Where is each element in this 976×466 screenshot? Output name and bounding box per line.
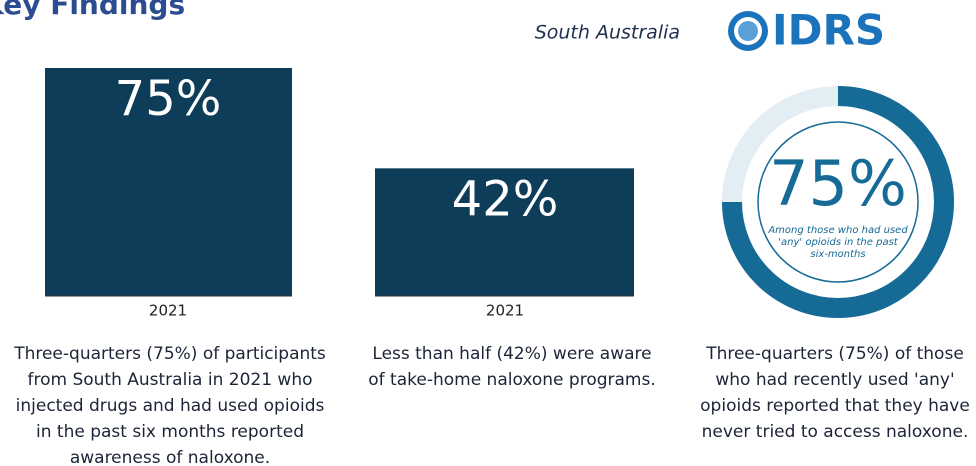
donut-label: 75% xyxy=(769,147,907,220)
caption: Less than half (42%) were aware xyxy=(372,344,651,364)
donut-inner-ring xyxy=(757,121,919,283)
bar xyxy=(375,168,634,296)
caption: awareness of naloxone. xyxy=(70,448,270,466)
year-label: 2021 xyxy=(149,302,187,320)
year-label: 2021 xyxy=(486,302,524,320)
caption: who had recently used 'any' xyxy=(715,370,954,390)
caption: never tried to access naloxone. xyxy=(702,422,969,442)
bar-label: 42% xyxy=(452,171,559,227)
caption: Three-quarters (75%) of participants xyxy=(13,344,326,364)
region: South Australia xyxy=(535,22,680,44)
bar-label: 75% xyxy=(115,71,222,127)
donut-arc xyxy=(722,86,954,318)
caption: in the past six months reported xyxy=(36,422,304,442)
caption: injected drugs and had used opioids xyxy=(16,396,325,416)
caption: Three-quarters (75%) of those xyxy=(705,344,964,364)
logo-icon xyxy=(728,11,768,51)
bar xyxy=(45,68,292,296)
donut-subtitle: 'any' opioids in the past xyxy=(778,237,899,248)
donut-subtitle: six-months xyxy=(810,249,865,260)
caption: from South Australia in 2021 who xyxy=(27,370,312,390)
donut-subtitle: Among those who had used xyxy=(767,225,908,236)
caption: opioids reported that they have xyxy=(700,396,970,416)
title: Key Findings xyxy=(0,0,185,21)
logo-text: IDRS xyxy=(772,6,885,55)
caption: of take-home naloxone programs. xyxy=(368,370,656,390)
